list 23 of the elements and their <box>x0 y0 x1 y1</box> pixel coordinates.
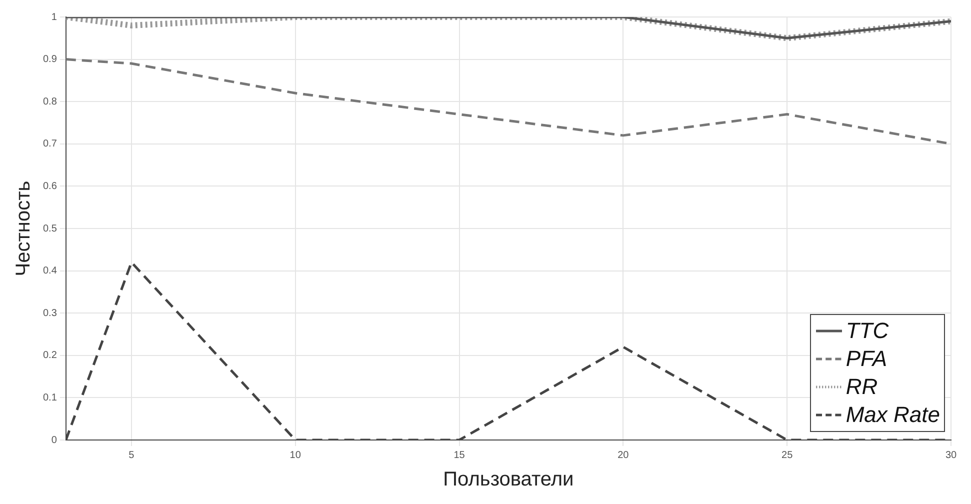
y-tick-label: 0.8 <box>42 96 58 108</box>
y-tick-label: 1 <box>51 12 58 23</box>
y-tick-label: 0.7 <box>42 138 58 150</box>
x-tick-label: 10 <box>290 450 302 461</box>
legend-label: PFA <box>846 346 887 372</box>
y-tick-label: 0.4 <box>42 266 58 277</box>
x-tick-label: 5 <box>128 450 135 461</box>
x-axis-title: Пользователи <box>443 468 574 491</box>
y-axis-title: Честность <box>12 180 35 276</box>
legend-label: RR <box>846 374 878 400</box>
legend-label: TTC <box>846 318 889 344</box>
y-tick-label: 0 <box>51 434 58 446</box>
x-tick-label: 20 <box>618 450 630 461</box>
x-tick-label: 30 <box>945 450 957 461</box>
y-tick-label: 0.1 <box>42 392 58 404</box>
y-tick-label: 0.5 <box>42 223 58 234</box>
legend-label: Max Rate <box>846 402 940 428</box>
x-tick-label: 15 <box>454 450 466 461</box>
y-tick-label: 0.9 <box>42 54 58 66</box>
y-tick-label: 0.2 <box>42 350 58 362</box>
y-tick-label: 0.6 <box>42 180 58 192</box>
x-tick-label: 25 <box>782 450 794 461</box>
y-tick-label: 0.3 <box>42 308 58 319</box>
